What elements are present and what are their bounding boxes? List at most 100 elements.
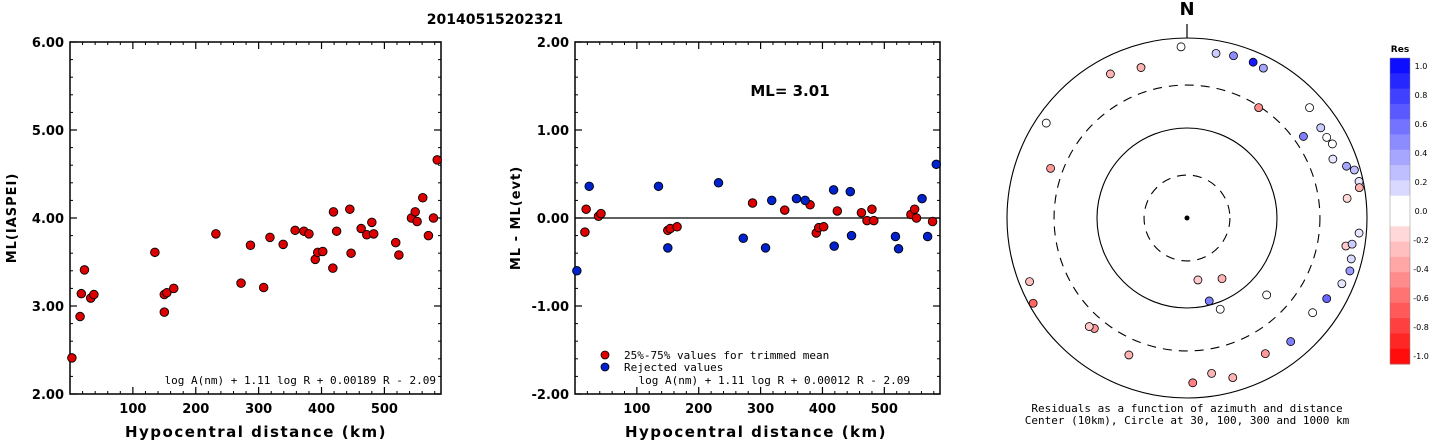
rejected-point	[922, 231, 933, 242]
rejected-point	[713, 178, 724, 188]
colorbar-cell	[1390, 58, 1410, 74]
ml-point	[278, 239, 288, 250]
ml-xtick-label: 400	[308, 402, 335, 417]
ml-point	[265, 232, 275, 243]
azimuth-point	[1345, 266, 1355, 276]
colorbar-cell	[1390, 348, 1410, 365]
ml-point	[76, 288, 87, 299]
azimuth-point	[1248, 57, 1258, 67]
ml-point	[245, 240, 256, 251]
ml-point	[390, 237, 401, 248]
ml-point	[418, 193, 428, 203]
ml-annotation: ML= 3.01	[750, 82, 829, 100]
residual-ytick-label: 1.00	[537, 124, 569, 139]
rejected-point	[846, 230, 857, 241]
azimuth-point	[1262, 290, 1272, 300]
rejected-point	[828, 185, 839, 195]
azimuth-point	[1084, 322, 1094, 331]
residual-xtick-label: 500	[871, 402, 898, 417]
azimuth-point	[1316, 123, 1326, 133]
ml-point	[346, 248, 356, 258]
colorbar-cell	[1390, 287, 1410, 304]
rejected-point	[829, 241, 839, 251]
ml-point	[150, 247, 160, 258]
rejected-point	[845, 186, 856, 197]
ml-point	[367, 217, 377, 228]
azimuth-point	[1354, 183, 1364, 193]
azimuth-point	[1286, 337, 1296, 346]
colorbar-tick-label: -1.0	[1413, 352, 1429, 361]
colorbar-cell	[1390, 103, 1410, 120]
azimuth-point	[1124, 350, 1134, 360]
ml-point	[428, 213, 439, 223]
colorbar-cell	[1390, 73, 1410, 90]
colorbar-frame	[1389, 57, 1411, 365]
ml-xtick-label: 200	[182, 402, 209, 417]
rejected-point	[738, 233, 749, 243]
azimuth-point	[1025, 277, 1034, 287]
trimmed-point	[832, 206, 843, 216]
trimmed-point	[779, 205, 790, 215]
ml-ytick-label: 3.00	[32, 300, 64, 315]
rejected-point	[653, 181, 664, 192]
figure-title: 20140515202321	[427, 12, 563, 28]
residual-ytick-label: -1.00	[532, 300, 569, 315]
ml-point	[328, 263, 338, 273]
ml-formula: log A(nm) + 1.11 log R + 0.00189 R - 2.0…	[164, 374, 436, 387]
azimuth-point	[1299, 132, 1308, 141]
colorbar-cell	[1390, 318, 1410, 334]
trimmed-point	[581, 204, 591, 214]
colorbar-tick-label: -0.4	[1413, 265, 1429, 274]
rejected-point	[890, 231, 901, 242]
colorbar-cell	[1390, 134, 1410, 151]
colorbar-labels: 1.0 0.8 0.6 0.4 0.2 0.0 -0.2 -0.4 -0.6 -0.8 -1.0	[1413, 62, 1429, 361]
ml-point	[412, 216, 422, 227]
colorbar-tick-label: -0.2	[1413, 236, 1429, 245]
trimmed-point	[747, 198, 758, 208]
ml-point	[290, 225, 300, 236]
trimmed-point	[869, 215, 879, 226]
colorbar-cell	[1390, 241, 1410, 258]
azimuth-point	[1228, 373, 1238, 383]
azimuth-point	[1207, 368, 1217, 378]
residual-ylabel: ML - ML(evt)	[509, 166, 524, 270]
ml-point	[423, 230, 434, 241]
ml-distance-panel: 100 200 300 400 500 2.00 3.00 4.00 5.00 6.00 log …	[5, 36, 442, 441]
ring-300km	[1053, 84, 1321, 352]
colorbar-tick-label: 1.0	[1415, 62, 1428, 71]
trimmed-point	[818, 222, 829, 232]
ring-100km	[1096, 127, 1278, 309]
colorbar-tick-label: -0.6	[1413, 294, 1429, 303]
azimuth-point	[1328, 154, 1338, 164]
residual-ytick-label: -2.00	[532, 388, 569, 403]
ml-point	[394, 250, 404, 260]
ml-point	[236, 278, 246, 288]
ml-xtick-label: 100	[119, 402, 146, 417]
colorbar-tick-label: 0.2	[1415, 178, 1428, 187]
rejected-point	[766, 195, 777, 206]
colorbar-tick-label: 0.4	[1415, 149, 1428, 158]
residual-distance-panel: 100 200 300 400 500 -2.00 -1.00 0.00 1.00 2.00 ML…	[509, 36, 942, 441]
ml-point	[432, 155, 442, 165]
rejected-point	[800, 195, 810, 206]
azimuth-point	[1041, 118, 1051, 128]
ml-xtick-label: 500	[371, 402, 398, 417]
ml-point	[169, 283, 179, 294]
ml-xtick-label: 300	[245, 402, 272, 417]
ml-axis-ticks: 100 200 300 400 500 2.00 3.00 4.00 5.00 6.00	[32, 36, 441, 417]
azimuth-point	[1046, 163, 1056, 173]
ml-ytick-label: 5.00	[32, 124, 64, 139]
ml-plot-frame	[69, 41, 442, 395]
ml-point	[368, 229, 379, 239]
colorbar-cell	[1390, 180, 1410, 197]
azimuth-point	[1305, 103, 1314, 113]
colorbar-cell	[1390, 302, 1410, 319]
ml-ytick-label: 4.00	[32, 212, 64, 227]
azimuth-point	[1260, 349, 1270, 359]
colorbar-tick-label: 0.0	[1415, 207, 1428, 216]
colorbar-tick-label: 0.6	[1415, 120, 1428, 129]
trimmed-point	[856, 207, 867, 218]
ml-point	[211, 229, 221, 239]
azimuth-point	[1204, 296, 1214, 306]
rejected-point	[893, 244, 904, 254]
